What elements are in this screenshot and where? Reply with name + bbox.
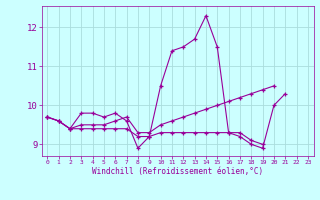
X-axis label: Windchill (Refroidissement éolien,°C): Windchill (Refroidissement éolien,°C) xyxy=(92,167,263,176)
